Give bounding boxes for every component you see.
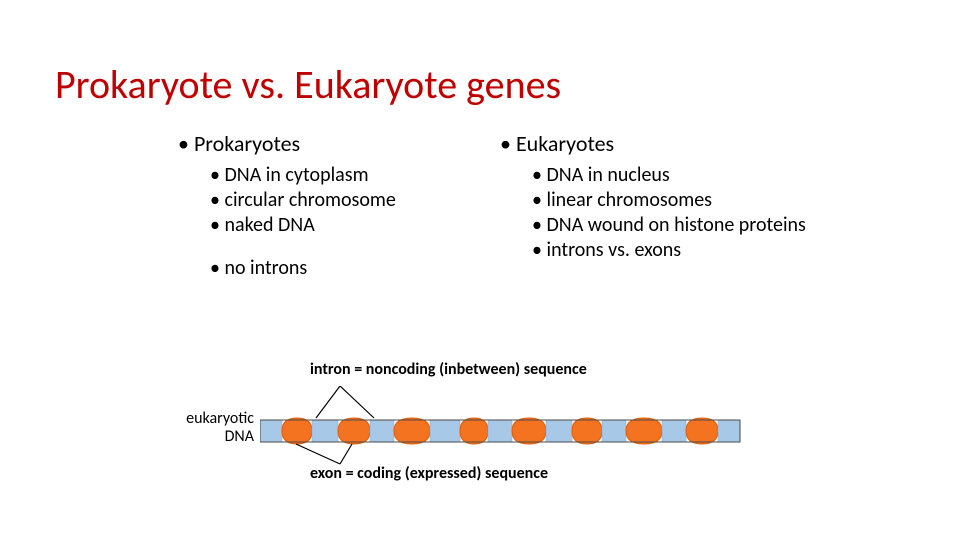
dna-bar-svg bbox=[260, 386, 750, 466]
list-item: DNA in cytoplasm bbox=[210, 163, 478, 188]
left-heading: Prokaryotes bbox=[178, 130, 478, 157]
list-item: linear chromosomes bbox=[532, 188, 840, 213]
slide-title: Prokaryote vs. Eukaryote genes bbox=[55, 60, 561, 109]
list-item: no introns bbox=[210, 256, 478, 281]
left-column: Prokaryotes DNA in cytoplasmcircular chr… bbox=[178, 130, 478, 281]
list-item: DNA wound on histone proteins bbox=[532, 213, 840, 238]
left-list-a: DNA in cytoplasmcircular chromosomenaked… bbox=[210, 163, 478, 238]
intron-label: intron = noncoding (inbetween) sequence bbox=[310, 360, 587, 379]
right-column: Eukaryotes DNA in nucleuslinear chromoso… bbox=[500, 130, 840, 263]
dna-label: eukaryotic DNA bbox=[174, 410, 254, 445]
right-heading: Eukaryotes bbox=[500, 130, 840, 157]
exon-label: exon = coding (expressed) sequence bbox=[310, 464, 548, 483]
list-item: circular chromosome bbox=[210, 188, 478, 213]
right-list-a: DNA in nucleuslinear chromosomesDNA woun… bbox=[532, 163, 840, 263]
left-list-b: no introns bbox=[210, 256, 478, 281]
list-item: introns vs. exons bbox=[532, 238, 840, 263]
list-item: DNA in nucleus bbox=[532, 163, 840, 188]
list-item: naked DNA bbox=[210, 213, 478, 238]
